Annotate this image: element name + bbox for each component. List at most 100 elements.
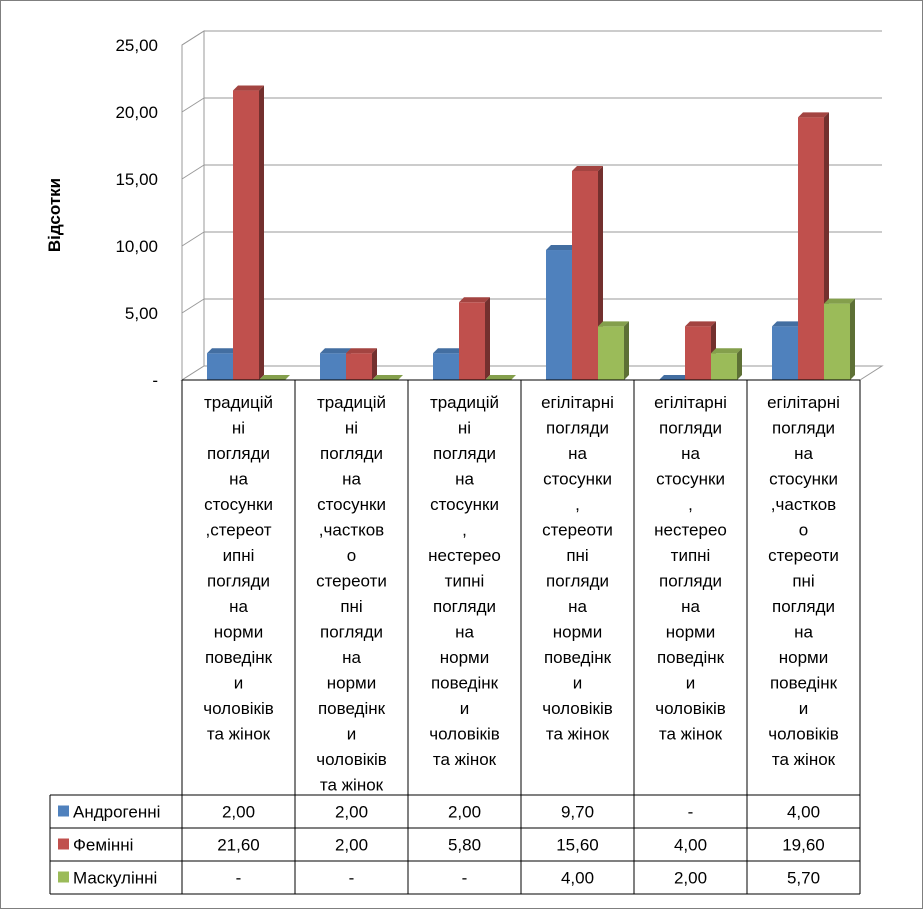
category-label-line: та жінок (659, 725, 723, 744)
category-label-line: ,стереот (205, 521, 271, 540)
bar-front (346, 353, 372, 380)
legend-key (58, 838, 69, 850)
category-label-line: на (568, 444, 587, 463)
category-label-line: поведінк (205, 648, 273, 667)
bar-top (320, 348, 351, 354)
bar-side (624, 321, 629, 380)
category-label-line: погляди (772, 419, 835, 438)
bar-front (598, 326, 624, 380)
data-label: 21,60 (217, 836, 260, 855)
bar-top (659, 375, 690, 380)
category-label-line: чоловіків (203, 699, 274, 718)
category-label-line: на (342, 648, 361, 667)
bar-1-2 (320, 348, 351, 380)
category-label-line: традицій (204, 393, 273, 412)
category-label-line: норми (440, 648, 489, 667)
category-label-line: стосунки (317, 495, 386, 514)
bar-2-1 (233, 85, 264, 380)
bar-top (798, 112, 829, 118)
gridline-diag (181, 164, 205, 180)
bar-front (572, 170, 598, 380)
category-label-line: на (794, 623, 813, 642)
data-label: 5,80 (448, 836, 481, 855)
bar-side (737, 348, 742, 380)
category-label-line: стосунки (769, 470, 838, 489)
bar-3-6 (824, 298, 855, 380)
category-label-line: на (229, 597, 248, 616)
category-label: традицій ні погляди на стосунки ,стереот ипні п… (203, 393, 274, 744)
y-axis: - 5,00 10,00 15,00 20,00 25,00 (115, 36, 158, 390)
data-label: 4,00 (561, 869, 594, 888)
data-label: - (462, 869, 468, 888)
category-label-line: традицій (317, 393, 386, 412)
category-label-line: ні (345, 419, 358, 438)
data-label: 4,00 (787, 803, 820, 822)
category-label-line: погляди (659, 572, 722, 591)
category-label-line: на (681, 444, 700, 463)
category-label-line: норми (214, 623, 263, 642)
category-label-line: и (573, 674, 583, 693)
category-label-line: чоловіків (429, 725, 500, 744)
category-label: егілітарні погляди на стосунки, нестерео типн… (654, 393, 727, 744)
bar-front (772, 326, 798, 380)
category-label-line: поведінк (770, 674, 838, 693)
y-tick-label: 20,00 (115, 103, 158, 122)
category-label-line: егілітарні (654, 393, 727, 412)
category-label-line: та жінок (433, 750, 497, 769)
category-label-line: о (347, 546, 356, 565)
bar-top (685, 321, 716, 327)
category-label-line: традицій (430, 393, 499, 412)
bar-side (259, 85, 264, 380)
category-label-line: ,частков (771, 495, 836, 514)
y-tick-label: 10,00 (115, 237, 158, 256)
category-label: егілітарні погляди на стосунки, стереоти пні п… (541, 393, 614, 744)
bar-front (459, 302, 485, 380)
category-label-line: та жінок (320, 776, 384, 795)
bar-front (711, 353, 737, 380)
bar-top (598, 321, 629, 327)
gridline-diag (181, 97, 205, 113)
bar-top (233, 85, 264, 91)
category-label-line: ,частков (319, 521, 384, 540)
gridline-diag (181, 231, 205, 247)
category-label-line: норми (553, 623, 602, 642)
category-label-line: на (681, 597, 700, 616)
data-label: - (688, 803, 694, 822)
category-label-line: та жінок (207, 725, 271, 744)
category-label-line: стосунки (204, 495, 273, 514)
bar-front (207, 353, 233, 380)
category-label-line: егілітарні (541, 393, 614, 412)
legend-label: Андрогенні (73, 803, 160, 822)
category-label-line: и (799, 699, 809, 718)
bar-top (711, 348, 742, 354)
bar-top (485, 375, 516, 380)
bar-top (433, 348, 464, 354)
legend-label: Фемінні (73, 836, 133, 855)
bar-side (850, 298, 855, 380)
bar-front (546, 250, 572, 380)
bar-front (685, 326, 711, 380)
category-label-line: , (575, 495, 580, 514)
category-label-line: стереоти (768, 546, 839, 565)
bar-top (572, 165, 603, 171)
category-label-line: пні (792, 572, 814, 591)
category-label-line: ні (458, 419, 471, 438)
gridline-diag (181, 298, 205, 314)
category-label-line: погляди (320, 444, 383, 463)
bar-side (372, 348, 377, 380)
category-label-line: норми (779, 648, 828, 667)
y-tick-label: 25,00 (115, 36, 158, 55)
data-label: 9,70 (561, 803, 594, 822)
data-table: традицій ні погляди на стосунки ,стереот ипні п… (49, 379, 861, 895)
bar-front (320, 353, 346, 380)
category-label-line: погляди (546, 572, 609, 591)
bar-3-3 (485, 375, 516, 380)
category-label-line: на (229, 470, 248, 489)
gridlines (181, 30, 882, 314)
bar-top (207, 348, 238, 354)
category-label-line: и (234, 674, 244, 693)
category-label-line: погляди (320, 623, 383, 642)
y-tick-label: 5,00 (125, 304, 158, 323)
